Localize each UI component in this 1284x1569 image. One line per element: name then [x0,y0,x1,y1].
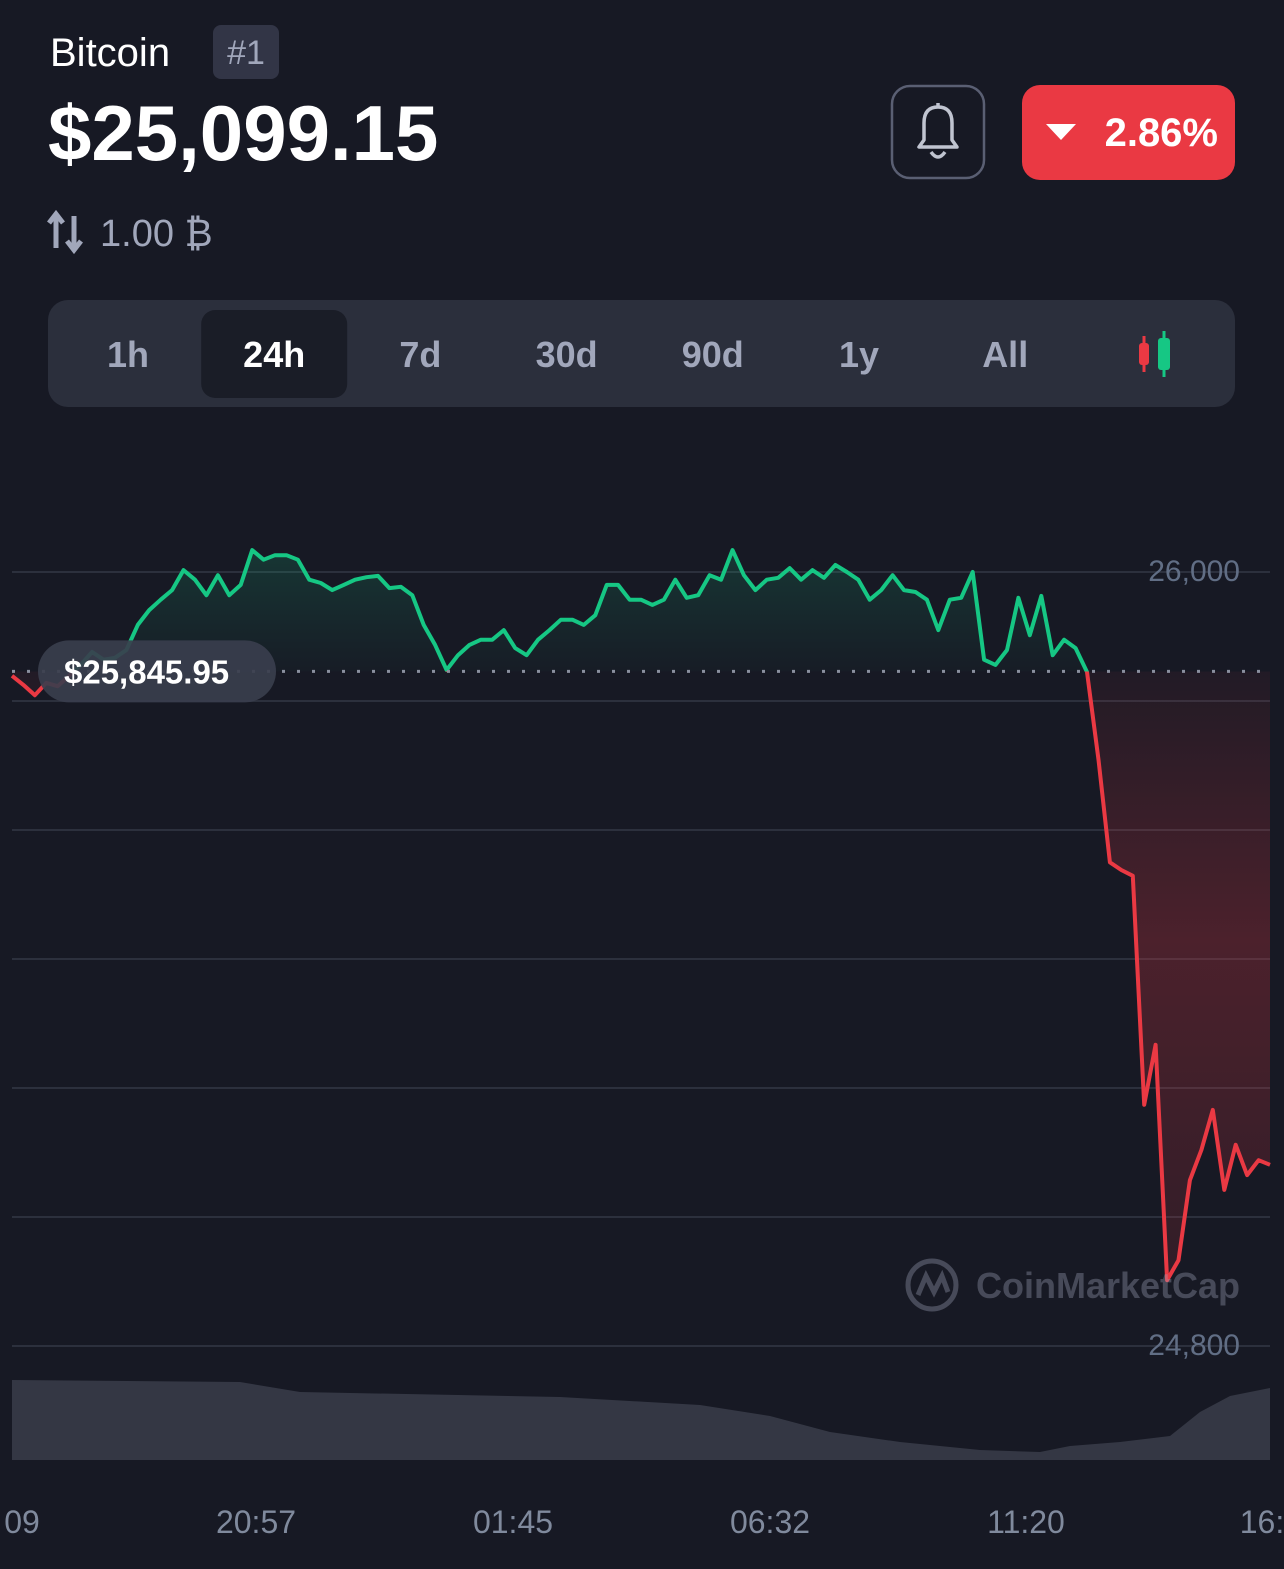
tab-label[interactable]: 1h [107,334,149,375]
candle-icon[interactable] [1139,331,1170,377]
candle-body [1158,338,1170,370]
tab-label[interactable]: 1y [839,334,879,375]
reference-label: $25,845.95 [64,653,229,690]
tab-label[interactable]: 24h [243,334,305,375]
watermark-logo-mark [915,1269,951,1298]
tab-label[interactable]: All [982,334,1028,375]
tab-label[interactable]: 90d [682,334,744,375]
bell-icon [917,103,959,159]
x-tick-label: 16: [1240,1504,1284,1540]
down-triangle [1046,124,1076,140]
convert-icon[interactable] [47,209,83,255]
x-tick-label: 09 [4,1504,40,1540]
candle-body [1139,343,1149,365]
watermark-text: CoinMarketCap [976,1265,1240,1306]
price: $25,099.15 [48,89,438,177]
y-tick-label: 24,800 [1148,1329,1240,1362]
y-tick-label: 26,000 [1148,555,1240,588]
rank: #1 [227,34,265,72]
conversion: 1.00 ₿ [100,213,213,255]
watermark: CoinMarketCap [905,1258,1240,1312]
change-value: 2.86% [1105,111,1218,155]
tab-label[interactable]: 30d [536,334,598,375]
rank-badge [213,25,279,79]
change-badge[interactable] [1022,85,1235,180]
x-tick-label: 06:32 [730,1504,810,1540]
tab-label[interactable]: 7d [399,334,441,375]
reference-pill [38,640,276,703]
active-tab [201,310,348,398]
chart: 26,000 24,800 $25,845.95 CoinMarketCap 09 20:… [4,548,1284,1540]
x-tick-label: 11:20 [987,1504,1065,1540]
watermark-logo [905,1258,959,1312]
coin-name: Bitcoin [50,31,170,75]
x-tick-label: 20:57 [216,1504,296,1540]
price-line [10,548,1271,1283]
alert-button[interactable] [890,84,986,180]
x-tick-label: 01:45 [473,1504,553,1540]
volume-area [12,1380,1270,1460]
